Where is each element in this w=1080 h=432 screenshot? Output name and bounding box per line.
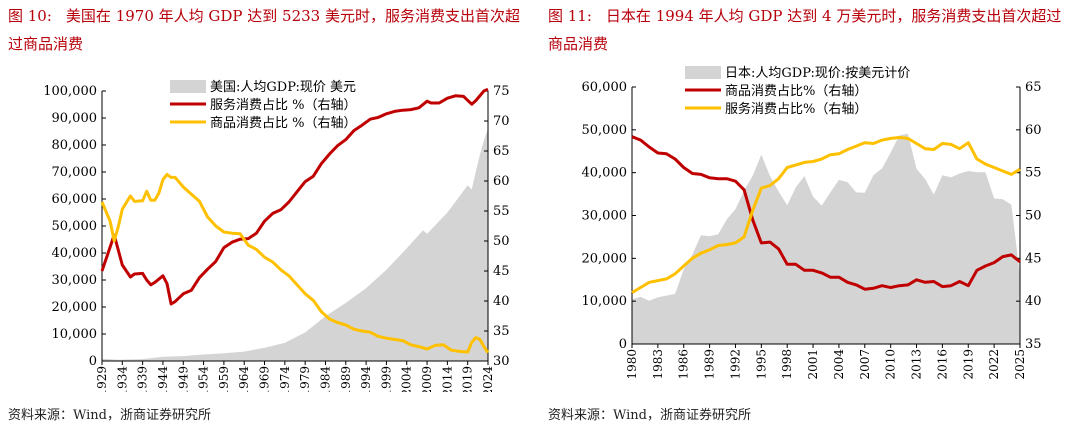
legend-label: 日本:人均GDP:现价:按美元计价 — [725, 66, 910, 81]
us-consumption-chart: 0 10,000 20,000 30,000 40,000 50,000 60,000 70,… — [43, 80, 510, 392]
right-axis-tick-label: 40 — [493, 294, 510, 309]
right-axis-tick-label: 50 — [493, 234, 510, 249]
right-axis-tick-label: 60 — [493, 174, 510, 189]
x-axis-tick-label: 2016 — [935, 349, 949, 380]
x-axis-tick-label: 1959 — [217, 366, 231, 392]
x-axis-tick-label: 1986 — [677, 349, 691, 380]
x-axis-tick-label: 1929 — [95, 366, 109, 392]
figure-title-text: 日本在 1994 年人均 GDP 达到 4 万美元时，服务消费支出首次超过商品消… — [548, 7, 1062, 53]
x-axis-tick-label: 1944 — [156, 366, 170, 392]
x-axis-tick-label: 1995 — [754, 349, 768, 380]
gdp-area-series — [632, 133, 1020, 344]
x-axis-tick-label: 1974 — [278, 366, 292, 392]
right-axis-tick-label: 30 — [493, 354, 510, 369]
left-axis-tick-label: 60,000 — [582, 80, 628, 95]
left-axis-tick-label: 30,000 — [52, 273, 98, 288]
figure-title-text: 美国在 1970 年人均 GDP 达到 5233 美元时，服务消费支出首次超过商… — [8, 7, 520, 53]
right-axis-tick-label: 55 — [1025, 166, 1042, 181]
x-axis-tick-label: 2009 — [420, 366, 434, 392]
x-axis-tick-label: 1999 — [379, 366, 393, 392]
left-axis-tick-label: 80,000 — [52, 138, 98, 153]
x-axis-tick-label: 1983 — [651, 349, 665, 380]
share-line-series-0 — [631, 135, 1021, 291]
x-axis-tick-label: 2007 — [858, 349, 872, 380]
x-axis-tick-label: 1939 — [136, 366, 150, 392]
right-axis-tick-label: 35 — [493, 324, 510, 339]
x-axis-tick-label: 1994 — [359, 366, 373, 392]
right-axis-tick-label: 65 — [1025, 80, 1042, 95]
x-axis-tick-label: 2014 — [440, 366, 454, 392]
share-line-series-0 — [100, 87, 489, 306]
right-axis-tick-label: 45 — [493, 264, 510, 279]
left-axis-tick-label: 50,000 — [582, 123, 628, 138]
chart-panel-japan: 图 11: 日本在 1994 年人均 GDP 达到 4 万美元时，服务消费支出首次… — [540, 0, 1080, 432]
legend-label: 商品消费占比%（右轴） — [725, 84, 867, 99]
left-axis-tick-label: 30,000 — [582, 209, 628, 224]
legend-label: 服务消费占比 %（右轴） — [210, 97, 357, 113]
legend-label: 美国:人均GDP:现价 美元 — [210, 80, 356, 95]
figure-source: 资料来源：Wind，浙商证券研究所 — [548, 408, 751, 423]
left-axis-tick-label: 40,000 — [52, 246, 98, 261]
figure-source: 资料来源：Wind，浙商证券研究所 — [8, 408, 211, 423]
x-axis-tick-label: 2004 — [832, 349, 846, 380]
x-axis-tick-label: 2025 — [1013, 349, 1027, 380]
x-axis-tick-label: 2010 — [884, 349, 898, 380]
right-axis-tick-label: 55 — [493, 204, 510, 219]
right-axis-tick-label: 45 — [1025, 251, 1042, 266]
right-axis-tick-label: 40 — [1025, 294, 1042, 309]
x-axis-tick-label: 1964 — [237, 366, 251, 392]
x-axis-tick-label: 1989 — [703, 349, 717, 380]
left-axis-tick-label: 0 — [619, 337, 627, 352]
x-axis-tick-label: 2022 — [987, 349, 1001, 380]
x-axis-tick-label: 2001 — [806, 349, 820, 380]
legend-swatch-area — [170, 80, 206, 93]
figure-title: 图 10: 美国在 1970 年人均 GDP 达到 5233 美元时，服务消费支出… — [8, 2, 534, 58]
left-axis-tick-label: 70,000 — [52, 165, 98, 180]
figure-number: 图 11: — [548, 7, 592, 25]
left-axis-tick-label: 90,000 — [52, 111, 98, 126]
left-axis-tick-label: 10,000 — [52, 327, 98, 342]
left-axis-tick-label: 20,000 — [52, 300, 98, 315]
right-axis-tick-label: 65 — [493, 144, 510, 159]
x-axis-tick-label: 1989 — [339, 366, 353, 392]
x-axis-tick-label: 1979 — [298, 366, 312, 392]
left-axis-tick-label: 60,000 — [52, 192, 98, 207]
share-line-series-1 — [100, 172, 490, 354]
x-axis-tick-label: 1954 — [197, 366, 211, 392]
x-axis-tick-label: 2019 — [461, 366, 475, 392]
right-axis-tick-label: 35 — [1025, 337, 1042, 352]
right-axis-tick-label: 75 — [493, 84, 510, 99]
chart-panel-us: 图 10: 美国在 1970 年人均 GDP 达到 5233 美元时，服务消费支出… — [8, 2, 534, 423]
x-axis-tick-label: 1980 — [625, 349, 639, 380]
legend-label: 商品消费占比 %（右轴） — [210, 116, 357, 131]
left-axis-tick-label: 20,000 — [582, 251, 628, 266]
x-axis-tick-label: 1998 — [780, 349, 794, 380]
legend-label: 服务消费占比%（右轴） — [725, 101, 867, 117]
figure-number: 图 10: — [8, 7, 52, 25]
x-axis-tick-label: 1949 — [176, 366, 190, 392]
left-axis-tick-label: 50,000 — [52, 219, 98, 234]
x-axis-tick-label: 2013 — [910, 349, 924, 380]
legend-swatch-area — [685, 66, 721, 79]
left-axis-tick-label: 10,000 — [582, 294, 628, 309]
figure-title: 图 11: 日本在 1994 年人均 GDP 达到 4 万美元时，服务消费支出首次… — [548, 2, 1074, 58]
right-axis-tick-label: 50 — [1025, 209, 1042, 224]
x-axis-tick-label: 2004 — [400, 366, 414, 392]
share-line-series-1 — [631, 136, 1021, 294]
left-axis-tick-label: 0 — [89, 354, 97, 369]
x-axis-tick-label: 1934 — [115, 366, 129, 392]
japan-consumption-chart: 0 10,000 20,000 30,000 40,000 50,000 60,000 35 4… — [582, 66, 1042, 380]
x-axis-tick-label: 1984 — [318, 366, 332, 392]
right-axis-tick-label: 70 — [493, 114, 510, 129]
right-axis-tick-label: 60 — [1025, 123, 1042, 138]
left-axis-tick-label: 40,000 — [582, 166, 628, 181]
gdp-area-series — [102, 129, 488, 361]
x-axis-tick-label: 2024 — [481, 366, 495, 392]
x-axis-tick-label: 1969 — [258, 366, 272, 392]
left-axis-tick-label: 100,000 — [43, 84, 97, 99]
x-axis-tick-label: 1992 — [728, 349, 742, 380]
x-axis-tick-label: 2019 — [961, 349, 975, 380]
